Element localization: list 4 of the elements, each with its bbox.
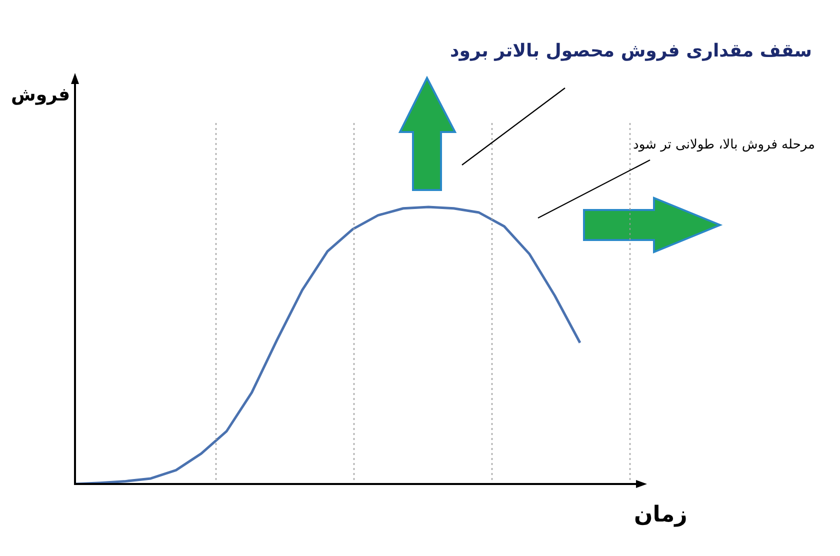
text: فروش <box>10 84 70 106</box>
text: مرحله فروش بالا، طولانی تر شود <box>633 137 815 152</box>
x-axis-title: زمان <box>634 502 688 528</box>
text: سقف مقداری فروش محصول بالاتر برود <box>450 40 812 62</box>
